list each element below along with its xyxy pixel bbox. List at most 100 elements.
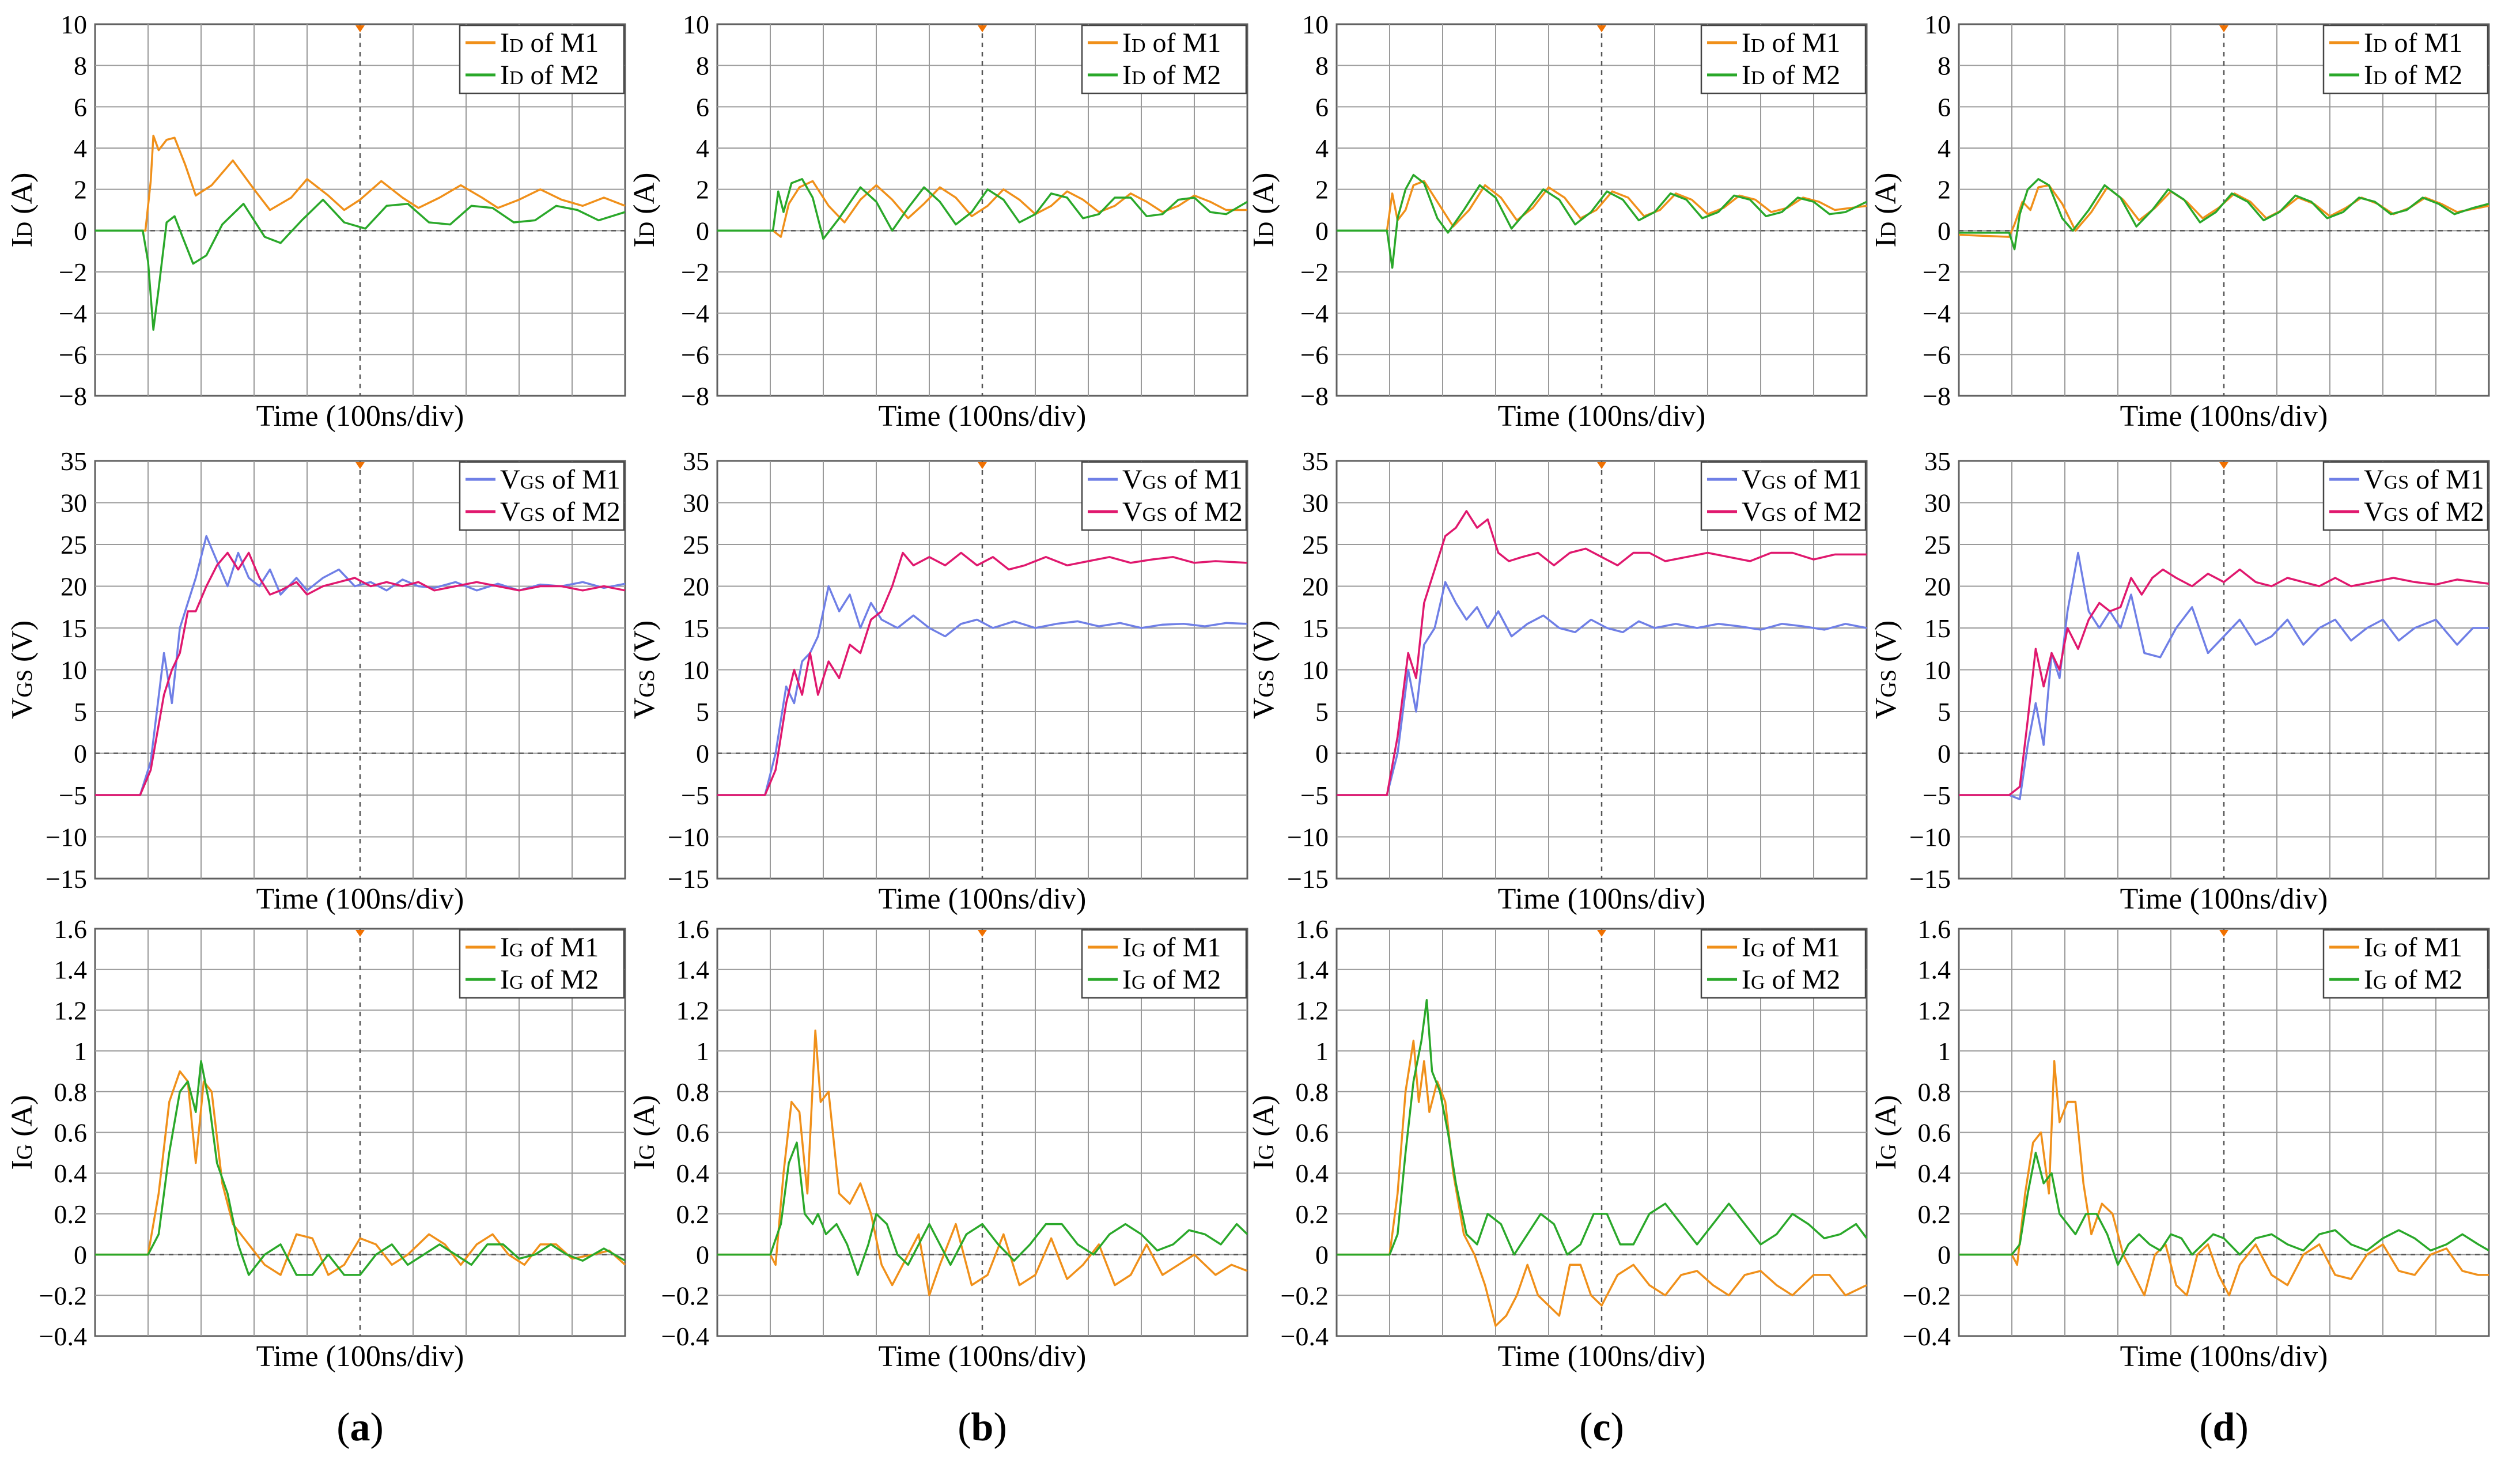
chart-a-vgs-legend-item: VGS of M1 <box>500 464 620 495</box>
chart-b-id-legend-box <box>1081 24 1247 94</box>
chart-b-id-series-2-line <box>717 178 1248 240</box>
chart-a-id-ytick-label: 6 <box>74 92 87 122</box>
chart-a-vgs-ytick-label: 35 <box>60 447 87 476</box>
chart-c-id-ytick-label: −4 <box>1300 299 1329 328</box>
chart-b-vgs-ytick-label: 15 <box>683 614 709 643</box>
chart-a-vgs-ytick-label: 10 <box>60 656 87 685</box>
chart-d-id-ytick-label: −4 <box>1923 299 1951 328</box>
chart-a-id-ylabel: ID (A) <box>6 173 39 248</box>
chart-a-ig-ytick-label: 1.2 <box>54 996 88 1025</box>
chart-b-id-ytick-label: 6 <box>696 92 709 122</box>
chart-b-ig-ylabel-unit: (A) <box>628 1095 661 1144</box>
chart-b-ig-ytick-label: 1.6 <box>676 914 710 944</box>
chart-c-id-ylabel-unit: (A) <box>1247 173 1280 222</box>
chart-a-id-ytick-label: 8 <box>74 51 87 81</box>
chart-c-ig-legend-item: IG of M1 <box>1742 932 1840 963</box>
chart-c-ig-ytick-label: 1 <box>1315 1036 1329 1066</box>
chart-b-vgs-series-1-line <box>717 585 1248 796</box>
chart-d-vgs-ytick-label: 30 <box>1924 489 1951 518</box>
chart-d-ig-legend-item: IG of M2 <box>2364 964 2462 995</box>
chart-b-ig-legend-box <box>1081 929 1247 999</box>
chart-b-ig-ylabel-sub: G <box>635 1144 659 1160</box>
chart-d-id-ytick-label: 4 <box>1938 134 1951 163</box>
chart-b-id-ytick-label: −8 <box>681 381 709 411</box>
chart-a-id-ylabel-sub: D <box>13 222 37 237</box>
chart-a-ig-ylabel: IG (A) <box>6 1095 39 1170</box>
chart-b-ig-ytick-label: −0.2 <box>661 1281 709 1310</box>
chart-a-id-legend-item: ID of M1 <box>500 28 599 58</box>
chart-c-vgs-ylabel: VGS (V) <box>1247 621 1280 719</box>
chart-c-vgs-ytick-label: −15 <box>1287 864 1329 894</box>
chart-b-vgs-legend-box <box>1081 461 1247 531</box>
chart-a-id: 10 8 6 4 2 0 −2 −4 −6 −8 ID (A) Time (100ns/div) ID … <box>6 10 626 433</box>
chart-d-vgs-ylabel: VGS (V) <box>1870 621 1902 719</box>
chart-a-ig-series-2-line <box>95 1060 626 1276</box>
chart-c-id: 10 8 6 4 2 0 −2 −4 −6 −8 ID (A) Time (100ns/div) ID … <box>1247 10 1868 433</box>
chart-d-vgs: 35 30 25 20 15 10 5 0 −5 −10 −15 VGS (V) Time (100ns… <box>1870 447 2490 915</box>
chart-c-vgs-legend-item: VGS of M1 <box>1742 464 1862 495</box>
chart-b-vgs-ylabel: VGS (V) <box>628 621 661 719</box>
chart-c-ig-ylabel-main: I <box>1247 1160 1280 1170</box>
chart-a-ig-ytick-label: 0.4 <box>54 1159 88 1188</box>
chart-a-ig-ytick-label: 1.4 <box>54 955 88 985</box>
chart-a-ig-ytick-label: 1 <box>74 1036 87 1066</box>
chart-c-ig-ytick-label: 0.8 <box>1296 1077 1329 1107</box>
chart-c-vgs-ytick-label: −5 <box>1300 781 1329 810</box>
chart-c-ig-legend-box <box>1700 929 1867 999</box>
chart-d-id-ytick-label: 2 <box>1938 175 1951 205</box>
chart-c-ig-xlabel: Time (100ns/div) <box>1498 1340 1706 1373</box>
chart-b-ig-legend-item: IG of M2 <box>1122 964 1221 995</box>
chart-d-id-ytick-label: −6 <box>1923 340 1951 369</box>
chart-b-ig-series-1-line <box>717 1030 1248 1297</box>
chart-a-id-ytick-label: −6 <box>59 340 87 369</box>
chart-b-ig-ytick-label: 0.8 <box>676 1077 710 1107</box>
panel-label-c: (c) <box>1579 1405 1624 1450</box>
chart-b-vgs-trigger-marker-icon <box>978 462 987 469</box>
chart-c-id-legend-box <box>1700 24 1867 94</box>
chart-b-id-ytick-label: 10 <box>683 10 709 39</box>
chart-b-id-ytick-label: 4 <box>696 134 709 163</box>
chart-d-id-ylabel-main: I <box>1870 237 1902 247</box>
chart-d-ig-legend-box <box>2322 929 2489 999</box>
chart-c-ig-ytick-label: −0.2 <box>1281 1281 1329 1310</box>
chart-c-id-legend-item: ID of M1 <box>1742 28 1840 58</box>
chart-a-ig-ylabel-sub: G <box>13 1144 37 1160</box>
chart-a-ig-ytick-label: 0 <box>74 1240 87 1270</box>
chart-c-id-ytick-label: 2 <box>1315 175 1329 205</box>
chart-a-id-ytick-label: 4 <box>74 134 87 163</box>
chart-d-ig: 1.6 1.4 1.2 1 0.8 0.6 0.4 0.2 0 −0.2 −0.4 IG (A) Tim… <box>1870 914 2490 1373</box>
chart-a-vgs-xlabel: Time (100ns/div) <box>256 883 464 915</box>
chart-d-ig-series-1-line <box>1959 1060 2489 1297</box>
chart-d-id-legend-box <box>2322 24 2489 94</box>
chart-d-vgs-ylabel-main: V <box>1870 698 1902 720</box>
chart-c-id-ylabel: ID (A) <box>1247 173 1280 248</box>
chart-c-id-ytick-label: 0 <box>1315 216 1329 245</box>
chart-a-vgs-ytick-label: 20 <box>60 572 87 601</box>
chart-d-vgs-ytick-label: −15 <box>1909 864 1951 894</box>
chart-d-ig-legend-item: IG of M1 <box>2364 932 2462 963</box>
chart-a-id-ytick-label: 0 <box>74 216 87 245</box>
chart-b-ig-ylabel: IG (A) <box>628 1095 661 1170</box>
chart-a-vgs-legend-box <box>459 461 625 531</box>
chart-b-ig-legend-item: IG of M1 <box>1122 932 1221 963</box>
chart-c-vgs-ytick-label: 5 <box>1315 697 1329 727</box>
chart-a-vgs-trigger-marker-icon <box>355 462 365 469</box>
chart-b-vgs-legend-item: VGS of M1 <box>1122 464 1243 495</box>
chart-a-vgs-ytick-label: −10 <box>46 823 87 852</box>
panel-label-d: (d) <box>2199 1405 2249 1450</box>
chart-d-vgs-ytick-label: 0 <box>1938 739 1951 769</box>
chart-d-ig-ytick-label: −0.2 <box>1903 1281 1951 1310</box>
chart-d-ig-ytick-label: 0.6 <box>1918 1118 1951 1148</box>
chart-a-vgs-ytick-label: 5 <box>74 697 87 727</box>
chart-c-ig-ytick-label: 0.2 <box>1296 1200 1329 1229</box>
chart-a-vgs-ylabel-main: V <box>6 698 39 720</box>
chart-a-vgs-ytick-label: 0 <box>74 739 87 769</box>
chart-c-ig-series-1-line <box>1337 1039 1867 1327</box>
chart-d-id-legend-item: ID of M1 <box>2364 28 2462 58</box>
chart-a-ig-ytick-label: 0.8 <box>54 1077 88 1107</box>
chart-d-id-ylabel-sub: D <box>1876 222 1901 237</box>
chart-d-ig-ylabel-sub: G <box>1876 1144 1901 1160</box>
